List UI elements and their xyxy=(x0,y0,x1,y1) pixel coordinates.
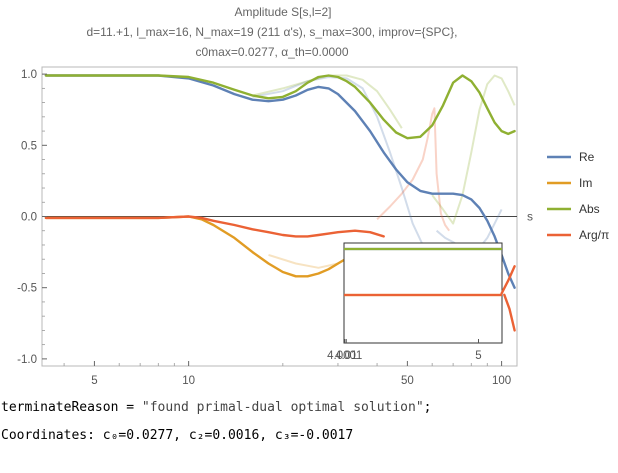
x-tick-label: 10 xyxy=(182,375,195,387)
legend-label-abs: Abs xyxy=(579,202,600,216)
terminate-reason-suffix: ; xyxy=(423,400,432,415)
inset-frame xyxy=(343,242,503,344)
y-tick-label: 0.5 xyxy=(21,140,37,152)
legend-label-arg: Arg/π xyxy=(579,228,609,242)
faint-curve-3 xyxy=(431,74,516,225)
y-tick-label: -1.0 xyxy=(17,354,37,366)
chart-title: Amplitude S[s,l=2] xyxy=(234,5,331,19)
x-tick-label: 50 xyxy=(401,375,414,387)
edge-fragment-1 xyxy=(500,265,516,295)
faint-curve-5 xyxy=(376,107,451,232)
legend-label-im: Im xyxy=(579,176,592,190)
chart-subtitle-line-1: d=11.+1, l_max=16, N_max=19 (211 α's), s… xyxy=(87,25,458,39)
coordinates-line: Coordinates: c₀=0.0277, c₂=0.0016, c₃=-0… xyxy=(1,428,354,443)
series-line-abs xyxy=(44,74,516,140)
faint-curve-2 xyxy=(252,74,403,129)
legend-label-re: Re xyxy=(579,150,595,164)
inset-x-tick-label: 4.0001 xyxy=(327,350,362,362)
data-series xyxy=(44,74,516,289)
terminate-reason-line: terminateReason = "found primal-dual opt… xyxy=(1,400,431,415)
y-tick-label: 0.0 xyxy=(21,212,37,224)
chart-subtitle-line-2: c0max=0.0277, α_th=0.0000 xyxy=(195,45,348,59)
right-edge-fragments xyxy=(500,265,516,332)
edge-fragment-2 xyxy=(503,293,516,332)
series-line-arg xyxy=(44,215,385,238)
faint-curves xyxy=(252,74,516,269)
x-tick-label: 100 xyxy=(492,375,511,387)
inset-x-tick-label: 5 xyxy=(475,350,481,362)
terminate-reason-value: "found primal-dual optimal solution" xyxy=(141,400,424,415)
terminate-reason-prefix: terminateReason = xyxy=(1,400,142,415)
inset-x-tick-label: 4.01 xyxy=(335,350,357,362)
faint-curve-1 xyxy=(252,76,433,253)
chart: Amplitude S[s,l=2] d=11.+1, l_max=16, N_… xyxy=(17,5,609,387)
legend: Re Im Abs Arg/π xyxy=(547,150,609,242)
axis-ticks: 5 10 50 100 -1.0 -0.5 0.0 0.5 1.0 s xyxy=(17,69,533,387)
y-tick-label: 1.0 xyxy=(21,69,37,81)
y-tick-label: -0.5 xyxy=(17,283,37,295)
series-line-re xyxy=(44,74,516,289)
x-axis-label: s xyxy=(527,210,533,224)
x-tick-label: 5 xyxy=(91,375,97,387)
